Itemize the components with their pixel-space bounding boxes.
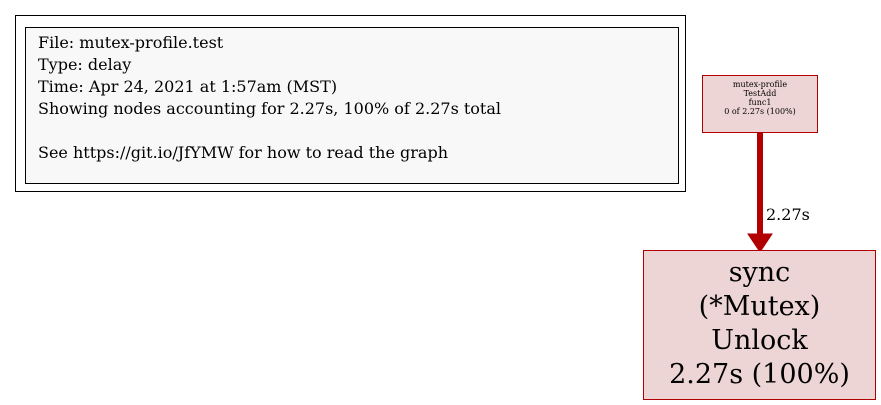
- edge-arrowhead: [747, 233, 773, 253]
- legend-file: File: mutex-profile.test: [38, 33, 224, 52]
- edge-label: 2.27s: [766, 205, 810, 224]
- node-package: mutex-profile: [732, 80, 788, 89]
- node-mutex-unlock[interactable]: sync (*Mutex) Unlock 2.27s (100%): [643, 250, 876, 400]
- legend-summary: Showing nodes accounting for 2.27s, 100%…: [38, 99, 502, 118]
- node-package: sync: [728, 257, 791, 288]
- legend-frame: [15, 15, 686, 192]
- node-cost: 0 of 2.27s (100%): [724, 107, 796, 116]
- legend-box: File: mutex-profile.test Type: delay Tim…: [25, 27, 679, 184]
- node-cost: 2.27s (100%): [669, 359, 850, 390]
- node-testadd-func1[interactable]: mutex-profile TestAdd func1 0 of 2.27s (…: [702, 75, 818, 133]
- legend-time: Time: Apr 24, 2021 at 1:57am (MST): [38, 77, 338, 96]
- node-method: Unlock: [711, 325, 808, 356]
- node-function: TestAdd: [743, 89, 777, 98]
- node-subfunction: func1: [748, 98, 772, 107]
- node-receiver: (*Mutex): [698, 291, 821, 322]
- legend-type: Type: delay: [38, 55, 132, 74]
- legend-help: See https://git.io/JfYMW for how to read…: [38, 143, 449, 162]
